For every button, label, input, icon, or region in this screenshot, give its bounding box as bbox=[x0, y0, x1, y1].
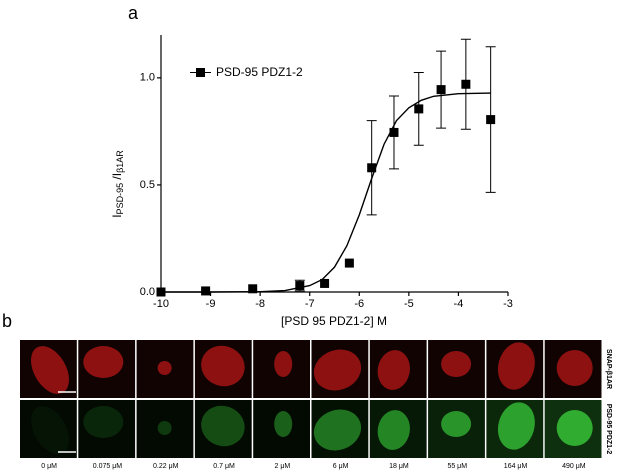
cell bbox=[274, 351, 293, 377]
x-tick-label: -9 bbox=[206, 298, 216, 310]
legend-label: PSD-95 PDZ1-2 bbox=[216, 65, 303, 79]
x-tick-label: -7 bbox=[305, 298, 315, 310]
data-point bbox=[156, 287, 166, 297]
cell bbox=[497, 342, 535, 390]
y-axis-label: IPSD-95 /Iβ1AR bbox=[110, 150, 125, 218]
data-point bbox=[461, 79, 471, 89]
x-tick-label: -3 bbox=[503, 298, 513, 310]
cell bbox=[441, 411, 472, 437]
cell bbox=[83, 346, 124, 378]
column-label: 0.22 μM bbox=[153, 463, 179, 470]
background-signal bbox=[544, 400, 602, 458]
row-label: SNAP-β1AR bbox=[605, 349, 612, 389]
cell bbox=[201, 345, 245, 387]
cell bbox=[377, 350, 410, 390]
column-label: 2 μM bbox=[274, 463, 290, 470]
data-point bbox=[201, 286, 211, 296]
background-signal bbox=[428, 400, 485, 458]
y-tick-label: 0.5 bbox=[140, 179, 155, 191]
cell bbox=[556, 350, 593, 386]
cell bbox=[31, 346, 69, 394]
cell bbox=[157, 361, 172, 375]
data-point bbox=[436, 85, 446, 95]
column-label: 55 μM bbox=[447, 463, 467, 470]
x-tick-label: -10 bbox=[153, 298, 169, 310]
column-label: 18 μM bbox=[389, 463, 409, 470]
data-point bbox=[367, 163, 377, 173]
cell bbox=[313, 349, 362, 391]
x-tick-label: -6 bbox=[354, 298, 364, 310]
column-label: 0.075 μM bbox=[93, 463, 122, 470]
cell bbox=[157, 421, 172, 435]
x-tick-label: -4 bbox=[454, 298, 464, 310]
cell bbox=[377, 410, 410, 450]
column-label: 0.7 μM bbox=[213, 463, 235, 470]
data-point bbox=[344, 258, 354, 268]
row-label: PSD-95 PDZ1-2 bbox=[605, 404, 612, 455]
cell bbox=[274, 411, 293, 437]
cell bbox=[31, 406, 69, 454]
y-tick-label: 1.0 bbox=[140, 72, 155, 84]
cell bbox=[83, 406, 124, 438]
fit-curve bbox=[161, 92, 491, 293]
y-tick-label: 0.0 bbox=[140, 286, 155, 298]
x-axis-label: [PSD 95 PDZ1-2] M bbox=[281, 314, 387, 328]
cell bbox=[441, 351, 472, 377]
data-point bbox=[414, 104, 424, 114]
column-label: 0 μM bbox=[41, 463, 57, 470]
cell bbox=[497, 402, 535, 450]
cell bbox=[556, 410, 593, 446]
data-point bbox=[389, 127, 399, 137]
panel-label: a bbox=[128, 3, 139, 23]
panel-label: b bbox=[2, 311, 12, 331]
background-signal bbox=[369, 400, 427, 458]
background-signal bbox=[486, 400, 544, 458]
cell bbox=[313, 409, 362, 451]
x-tick-label: -8 bbox=[255, 298, 265, 310]
column-label: 164 μM bbox=[504, 463, 528, 470]
data-point bbox=[320, 278, 330, 288]
x-tick-label: -5 bbox=[404, 298, 414, 310]
column-label: 490 μM bbox=[562, 463, 586, 470]
column-label: 6 μM bbox=[333, 463, 349, 470]
data-point bbox=[248, 284, 258, 294]
background-signal bbox=[311, 400, 369, 458]
data-point bbox=[295, 281, 305, 291]
data-point bbox=[486, 115, 496, 125]
cell bbox=[201, 405, 245, 447]
